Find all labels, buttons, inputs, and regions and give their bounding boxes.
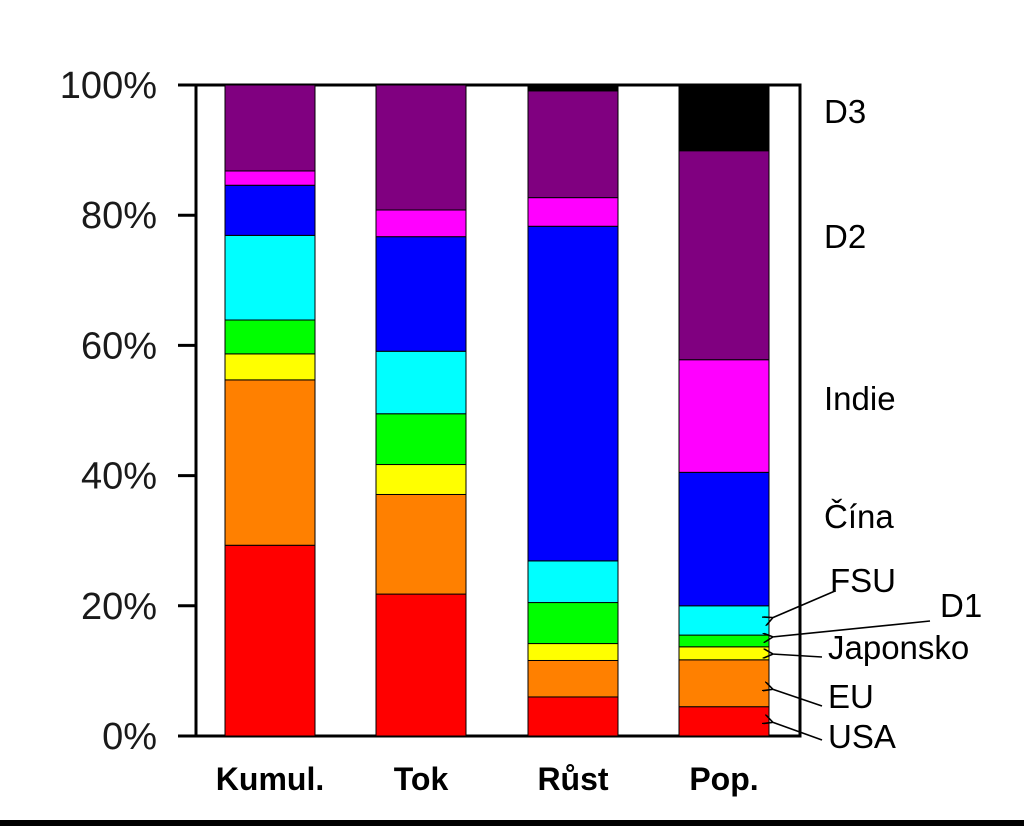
- bar-Kumul.: [224, 84, 316, 737]
- bar-segment-EU: [375, 493, 467, 595]
- bar-segment-D2: [375, 84, 467, 211]
- legend-arrow-USA: [772, 722, 823, 741]
- y-tick-label: 80%: [81, 195, 157, 237]
- legend-arrow-D1: [772, 620, 931, 637]
- bar-segment-FSU: [678, 605, 770, 636]
- bar-Pop.: [678, 84, 770, 737]
- bar-segment-Indie: [678, 359, 770, 473]
- bar-segment-EU: [527, 659, 619, 698]
- bar-segment-Čína: [224, 184, 316, 236]
- y-tick-label: 20%: [81, 586, 157, 628]
- bar-segment-D3: [678, 84, 770, 152]
- bar-Tok: [375, 84, 467, 737]
- bottom-rule: [0, 820, 1024, 826]
- bar-segment-D1: [224, 319, 316, 355]
- bar-segment-Čína: [678, 471, 770, 607]
- bar-segment-Japonsko: [224, 353, 316, 381]
- legend-label-USA: USA: [828, 718, 896, 755]
- x-tick-label: Tok: [394, 761, 449, 797]
- bar-segment-D2: [678, 150, 770, 361]
- bars-group: [224, 84, 770, 737]
- legend-label-Čína: Čína: [824, 498, 894, 535]
- bar-segment-D1: [375, 413, 467, 466]
- y-tick-label: 40%: [81, 456, 157, 498]
- bar-segment-Indie: [527, 197, 619, 227]
- bar-segment-D1: [527, 602, 619, 645]
- legend-label-D2: D2: [824, 218, 866, 255]
- y-tick-label: 100%: [60, 65, 157, 107]
- bar-segment-USA: [527, 696, 619, 737]
- legend-label-Japonsko: Japonsko: [828, 629, 969, 666]
- y-tick-label: 0%: [102, 716, 157, 758]
- legend-arrow-FSU: [772, 590, 836, 618]
- bar-segment-D1: [678, 634, 770, 648]
- bar-segment-Japonsko: [527, 643, 619, 661]
- bar-segment-D2: [527, 90, 619, 199]
- bar-segment-D3: [527, 84, 619, 92]
- bar-segment-FSU: [375, 350, 467, 415]
- x-tick-label: Pop.: [689, 761, 758, 797]
- legend-label-D3: D3: [824, 93, 866, 130]
- bar-segment-USA: [678, 706, 770, 737]
- x-axis: Kumul. Tok Růst Pop.: [216, 761, 759, 797]
- y-tick-label: 60%: [81, 325, 157, 367]
- bar-Růst: [527, 84, 619, 737]
- bar-segment-EU: [224, 379, 316, 546]
- legend-label-D1: D1: [940, 587, 982, 624]
- legend-arrow-Japonsko: [772, 654, 823, 657]
- bar-segment-Čína: [375, 236, 467, 352]
- bar-segment-Indie: [224, 170, 316, 186]
- legend-label-EU: EU: [828, 678, 874, 715]
- bar-segment-EU: [678, 659, 770, 708]
- bar-segment-D2: [224, 84, 316, 172]
- legend-label-FSU: FSU: [830, 562, 896, 599]
- bar-segment-Indie: [375, 209, 467, 238]
- y-axis: 0% 20% 40% 60% 80% 100%: [60, 65, 198, 758]
- bar-segment-Japonsko: [375, 464, 467, 495]
- x-tick-label: Růst: [537, 761, 608, 797]
- bar-segment-Japonsko: [678, 646, 770, 661]
- legend-label-Indie: Indie: [824, 380, 896, 417]
- legend-arrow-EU: [772, 689, 823, 707]
- x-tick-label: Kumul.: [216, 761, 324, 797]
- bar-segment-Čína: [527, 225, 619, 562]
- bar-segment-USA: [375, 593, 467, 737]
- bar-segment-FSU: [527, 560, 619, 604]
- bar-segment-FSU: [224, 234, 316, 321]
- bar-segment-USA: [224, 544, 316, 737]
